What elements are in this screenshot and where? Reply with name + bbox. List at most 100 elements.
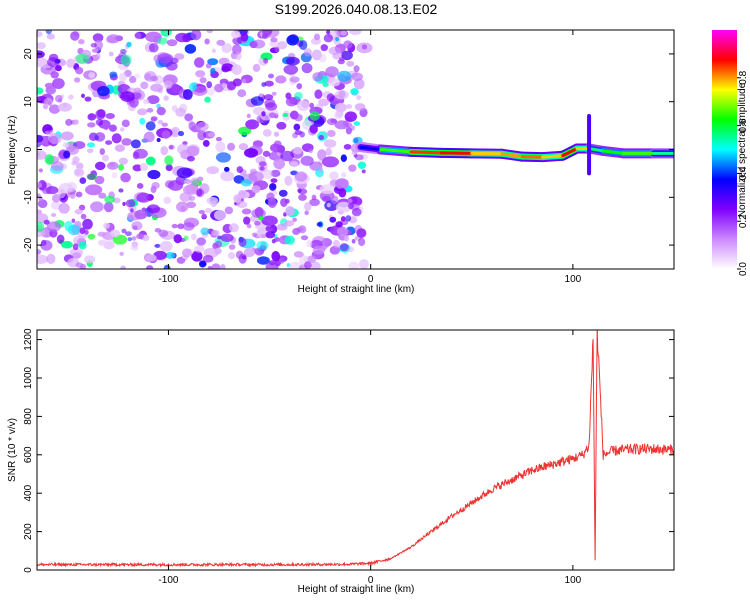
spectrogram-xtick-label-2: 100 <box>565 274 582 285</box>
ridge-segment <box>541 154 565 159</box>
noise-blob <box>78 204 86 211</box>
noise-blob <box>120 265 126 269</box>
noise-blob <box>106 34 121 44</box>
noise-blob <box>338 187 347 198</box>
noise-blob <box>168 180 184 191</box>
noise-blob <box>224 206 234 215</box>
noise-blob <box>37 209 43 215</box>
noise-blob <box>87 142 96 148</box>
noise-blob <box>361 44 368 50</box>
noise-blob <box>112 234 128 245</box>
noise-blob <box>90 43 97 48</box>
noise-blob <box>157 53 174 64</box>
figure-title: S199.2026.040.08.13.E02 <box>275 1 438 17</box>
noise-blob <box>280 150 295 162</box>
noise-blob <box>98 239 107 246</box>
noise-blob <box>118 164 124 171</box>
noise-blob <box>331 195 339 205</box>
noise-blob <box>71 218 76 223</box>
noise-blob <box>168 145 174 150</box>
noise-blob <box>211 263 221 269</box>
noise-blob <box>284 220 295 227</box>
colorbar-tick-label-2: 0.4 <box>738 166 749 180</box>
noise-blob <box>127 237 133 242</box>
noise-blob <box>220 233 234 243</box>
ridge-segment <box>500 152 524 159</box>
noise-blob <box>270 178 278 183</box>
noise-blob <box>75 262 84 268</box>
noise-blob <box>79 227 86 234</box>
noise-blob <box>318 134 324 141</box>
noise-blob <box>122 201 126 207</box>
noise-blob <box>37 199 48 208</box>
noise-blob <box>118 188 124 193</box>
noise-blob <box>296 100 310 112</box>
spectrogram-xtick-label-0: -100 <box>158 274 178 285</box>
noise-blob <box>109 71 118 78</box>
noise-blob <box>130 245 139 251</box>
noise-blob <box>269 40 280 48</box>
noise-blob <box>86 173 96 180</box>
noise-blob <box>118 157 128 165</box>
noise-blob <box>165 164 173 172</box>
noise-blob <box>90 201 104 213</box>
noise-blob <box>196 121 209 132</box>
noise-blob <box>87 113 97 121</box>
noise-blob <box>114 144 126 152</box>
noise-blob <box>207 265 213 269</box>
snr-ytick-label-3: 600 <box>23 446 34 463</box>
noise-blob <box>211 229 220 236</box>
noise-blob <box>262 150 271 157</box>
noise-blob <box>322 82 329 87</box>
noise-blob <box>318 166 324 173</box>
noise-blob <box>246 113 251 119</box>
noise-blob <box>334 111 343 120</box>
snr-ytick-label-5: 1000 <box>23 366 34 389</box>
noise-blob <box>329 245 341 255</box>
noise-blob <box>219 78 229 85</box>
noise-blob <box>84 229 89 235</box>
noise-blob <box>86 148 94 154</box>
noise-blob <box>159 241 173 252</box>
noise-blob <box>268 112 277 119</box>
noise-blob <box>105 112 115 119</box>
ridge-segment <box>587 147 605 153</box>
colorbar-tick-label-1: 0.2 <box>738 214 749 228</box>
noise-blob <box>75 66 84 75</box>
noise-blob <box>183 235 189 241</box>
noise-blob <box>233 194 242 203</box>
noise-blob <box>105 239 114 246</box>
noise-blob <box>293 123 301 131</box>
noise-blob <box>268 73 275 79</box>
noise-blob <box>331 205 337 210</box>
noise-blob <box>348 164 357 172</box>
noise-blob <box>285 205 295 217</box>
snr-series-line <box>37 330 674 568</box>
noise-blob <box>182 33 191 43</box>
noise-blob <box>259 92 263 98</box>
noise-blob <box>75 53 90 65</box>
noise-blob <box>306 240 313 248</box>
noise-blob <box>266 192 275 202</box>
noise-blob <box>45 127 52 132</box>
noise-blob <box>304 210 309 216</box>
noise-blob <box>157 119 164 125</box>
noise-blob <box>46 86 54 93</box>
noise-blob <box>199 260 207 268</box>
noise-blob <box>40 240 53 251</box>
noise-blob <box>344 111 358 122</box>
noise-blob <box>354 103 366 112</box>
spectrogram-heatmap <box>37 30 674 269</box>
noise-blob <box>103 201 114 213</box>
noise-blob <box>156 137 161 143</box>
noise-blob <box>235 250 244 259</box>
noise-blob <box>251 185 261 194</box>
noise-blob <box>121 138 132 146</box>
colorbar-gradient <box>712 30 737 269</box>
noise-blob <box>300 155 314 166</box>
noise-blob <box>223 166 230 172</box>
noise-blob <box>94 161 106 171</box>
noise-blob <box>215 152 231 163</box>
noise-blob <box>80 213 87 220</box>
